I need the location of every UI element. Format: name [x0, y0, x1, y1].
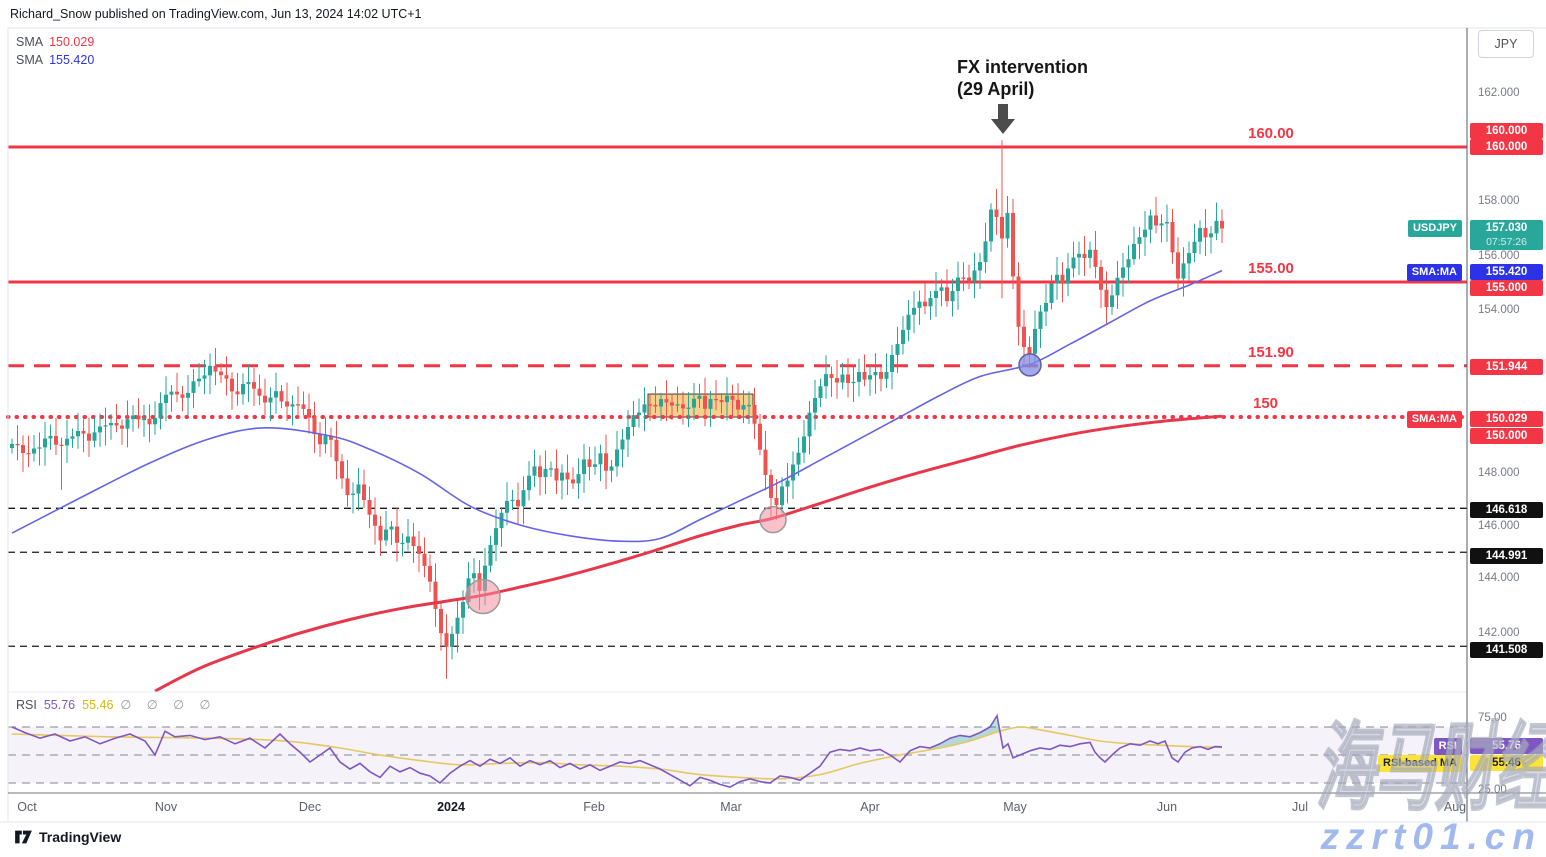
rsi-value: 55.76: [43, 698, 76, 712]
price-level-label: 155.00: [1248, 260, 1294, 277]
tradingview-attribution[interactable]: TradingView: [14, 829, 121, 845]
timeline-label-feb: Feb: [583, 800, 605, 814]
sma-ma-value-badge: 155.420: [1470, 264, 1543, 280]
price-axis-tick: 75.00: [1478, 712, 1507, 724]
price-level-badge: 155.000: [1470, 280, 1543, 296]
price-level-label: 151.90: [1248, 343, 1294, 361]
sma-fast-value: 150.029: [49, 35, 95, 49]
rsi-label: RSI: [16, 698, 37, 712]
price-axis-tick: 148.000: [1478, 467, 1520, 479]
price-axis-tick: 142.000: [1478, 627, 1520, 639]
price-axis-tick: 25.00: [1478, 784, 1507, 796]
timeline-label-oct: Oct: [17, 800, 37, 814]
timeline-label-mar: Mar: [720, 800, 742, 814]
price-axis-tick: 146.000: [1478, 520, 1520, 532]
price-axis-tick: 154.000: [1478, 304, 1520, 316]
sma-label: SMA: [16, 53, 44, 67]
timeline-label-apr: Apr: [860, 800, 880, 814]
usdjpy-tag-badge: USDJPY: [1407, 219, 1462, 237]
timeline-label-2024: 2024: [437, 800, 465, 814]
sma-ma-tag-badge: SMA:MA: [1406, 410, 1462, 428]
timeline-label-jun: Jun: [1156, 800, 1178, 814]
price-level-badge: 146.618: [1470, 502, 1543, 518]
currency-unit-button[interactable]: JPY: [1478, 30, 1534, 58]
price-level-badge: 160.000: [1470, 123, 1543, 139]
last-price-value: 157.030: [1485, 222, 1528, 234]
tradingview-brand-text: TradingView: [39, 829, 122, 845]
price-level-badge: 144.991: [1470, 548, 1543, 564]
price-axis-tick: 144.000: [1478, 572, 1520, 584]
sma-slow-legend-row[interactable]: SMA 155.420: [16, 51, 100, 69]
rsi-based-ma-value-badge: 55.46: [1470, 755, 1543, 771]
price-level-label: 150: [1253, 395, 1279, 412]
rsi-value-badge: 55.76: [1470, 738, 1543, 754]
indicator-legend: SMA 150.029 SMA 155.420: [16, 33, 100, 69]
price-level-badge: 160.000: [1470, 139, 1543, 155]
timeline-label-dec: Dec: [298, 800, 322, 814]
price-axis-tick: 162.000: [1478, 87, 1520, 99]
annotation-line2: (29 April): [957, 79, 1035, 99]
rsi-based-ma-tag-badge: RSI-based MA: [1378, 754, 1462, 772]
bar-countdown-timer: 07:57:26: [1486, 236, 1527, 248]
price-level-badge: 151.944: [1470, 359, 1543, 375]
sma-ma-tag-badge: SMA:MA: [1406, 263, 1462, 281]
timeline-label-may: May: [1003, 800, 1027, 814]
sma-slow-value: 155.420: [49, 53, 95, 67]
rsi-tag-badge: RSI: [1433, 737, 1462, 755]
sma-fast-legend-row[interactable]: SMA 150.029: [16, 33, 100, 51]
sma-label: SMA: [16, 35, 44, 49]
timeline-label-aug: Aug: [1443, 800, 1467, 814]
price-level-label: 160.00: [1248, 125, 1294, 142]
rsi-indicator-legend[interactable]: RSI 55.76 55.46 ∅ ∅ ∅ ∅: [16, 697, 223, 712]
sma-ma-value-badge: 150.029: [1470, 411, 1543, 427]
tradingview-logo-icon: [15, 830, 32, 844]
rsi-ma-value: 55.46: [82, 698, 114, 712]
price-axis-tick: 156.000: [1478, 250, 1520, 262]
timeline-label-jul: Jul: [1292, 800, 1308, 814]
annotation-line1: FX intervention: [957, 57, 1089, 77]
timeline-label-nov: Nov: [154, 800, 178, 814]
fx-intervention-annotation[interactable]: FX intervention (29 April): [957, 56, 1088, 100]
price-level-badge: 150.000: [1470, 428, 1543, 444]
rsi-empty-slots: ∅ ∅ ∅ ∅: [120, 698, 217, 712]
usdjpy-price-badge: 157.030 07:57:26: [1470, 220, 1543, 250]
price-level-badge: 141.508: [1470, 642, 1543, 658]
publication-title: Richard_Snow published on TradingView.co…: [10, 7, 422, 21]
price-axis-tick: 158.000: [1478, 195, 1520, 207]
